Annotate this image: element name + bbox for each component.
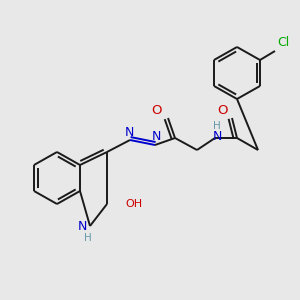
Text: N: N	[212, 130, 222, 143]
Text: N: N	[77, 220, 87, 232]
Text: OH: OH	[125, 199, 142, 209]
Text: O: O	[217, 103, 227, 116]
Text: H: H	[213, 121, 221, 131]
Text: N: N	[151, 130, 161, 143]
Text: O: O	[151, 103, 161, 116]
Text: N: N	[124, 125, 134, 139]
Text: Cl: Cl	[277, 37, 289, 50]
Text: H: H	[84, 233, 92, 243]
